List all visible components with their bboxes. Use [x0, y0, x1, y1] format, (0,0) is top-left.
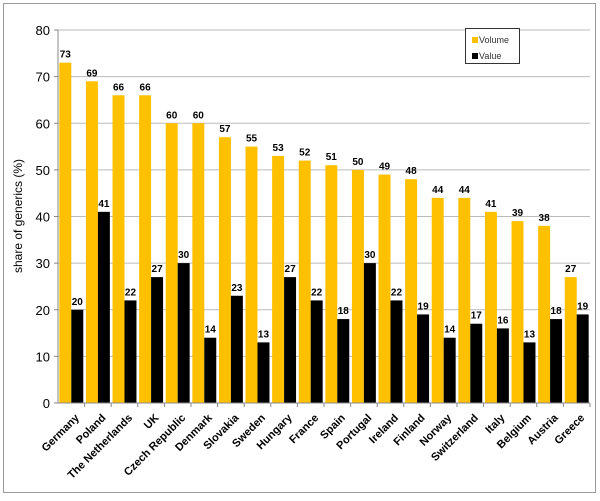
bar-volume [484, 211, 497, 403]
data-label: 49 [379, 162, 391, 173]
data-label: 55 [246, 134, 258, 145]
legend: Volume Value [465, 28, 520, 64]
data-label: 22 [311, 287, 323, 298]
y-tick-label: 70 [36, 70, 50, 85]
data-label: 22 [391, 287, 403, 298]
bar-value [204, 337, 217, 403]
data-label: 14 [444, 325, 456, 336]
data-label: 13 [258, 329, 270, 340]
data-label: 13 [524, 329, 536, 340]
bar-volume [325, 165, 338, 403]
bar-value [177, 263, 190, 403]
bar-value [417, 314, 430, 403]
data-label: 44 [432, 185, 444, 196]
data-label: 48 [406, 166, 418, 177]
bar-volume [165, 123, 178, 403]
bar-volume [564, 277, 577, 403]
y-tick-label: 0 [43, 396, 50, 411]
data-label: 27 [565, 264, 577, 275]
data-label: 30 [178, 250, 190, 261]
data-label: 17 [471, 311, 483, 322]
bar-volume [538, 225, 551, 403]
bar-value [257, 342, 270, 403]
bar-value [363, 263, 376, 403]
data-label: 27 [152, 264, 164, 275]
y-tick-label: 80 [36, 23, 50, 38]
bar-volume [431, 197, 444, 403]
data-label: 53 [273, 143, 285, 154]
data-label: 66 [113, 82, 125, 93]
data-label: 23 [231, 283, 243, 294]
bar-value [443, 337, 456, 403]
bar-volume [59, 62, 72, 403]
legend-swatch-volume [472, 37, 478, 43]
data-label: 19 [418, 301, 430, 312]
bar-volume [218, 137, 231, 404]
bar-value [310, 300, 323, 403]
data-label: 19 [577, 301, 589, 312]
legend-label-value: Value [479, 51, 501, 61]
data-label: 60 [166, 110, 178, 121]
data-label: 16 [497, 315, 509, 326]
data-label: 27 [285, 264, 297, 275]
bar-value [337, 319, 350, 403]
y-tick-label: 60 [36, 116, 50, 131]
bar-volume [405, 179, 418, 403]
bar-volume [139, 95, 152, 404]
y-tick-label: 30 [36, 256, 50, 271]
bar-volume [112, 95, 125, 404]
bar-value [151, 277, 164, 403]
bar-volume [85, 81, 98, 403]
bar-value [390, 300, 403, 403]
bar-value [523, 342, 536, 403]
bar-volume [298, 160, 311, 403]
bar-value [470, 323, 483, 403]
bar-value [71, 309, 84, 403]
data-label: 14 [205, 325, 217, 336]
data-label: 41 [485, 199, 497, 210]
bar-volume [511, 221, 524, 403]
data-label: 73 [60, 50, 72, 61]
data-label: 66 [140, 82, 152, 93]
data-label: 69 [86, 68, 98, 79]
data-label: 18 [338, 306, 350, 317]
bar-value [576, 314, 589, 403]
data-label: 57 [219, 124, 231, 135]
y-tick-label: 50 [36, 163, 50, 178]
data-label: 18 [551, 306, 563, 317]
bar-volume [351, 169, 364, 403]
data-label: 50 [352, 157, 364, 168]
legend-label-volume: Volume [479, 35, 509, 45]
y-tick-label: 20 [36, 303, 50, 318]
bar-volume [378, 174, 391, 403]
data-label: 41 [98, 199, 110, 210]
y-tick-label: 40 [36, 210, 50, 225]
bar-volume [272, 155, 285, 403]
data-label: 52 [299, 148, 311, 159]
data-label: 51 [326, 152, 338, 163]
bar-value [496, 328, 509, 403]
y-axis-label: share of generics (%) [11, 159, 25, 273]
data-label: 30 [364, 250, 376, 261]
data-label: 39 [512, 208, 524, 219]
bar-volume [245, 146, 258, 403]
bar-volume [192, 123, 205, 403]
bar-value [230, 295, 243, 403]
legend-swatch-value [472, 53, 478, 59]
data-label: 20 [72, 297, 84, 308]
bar-value [97, 211, 110, 403]
bar-value [284, 277, 297, 403]
bar-volume [458, 197, 471, 403]
data-label: 60 [193, 110, 205, 121]
data-label: 22 [125, 287, 137, 298]
y-tick-label: 10 [36, 349, 50, 364]
data-label: 38 [539, 213, 551, 224]
data-label: 44 [459, 185, 471, 196]
bar-value [550, 319, 563, 403]
bar-value [124, 300, 137, 403]
